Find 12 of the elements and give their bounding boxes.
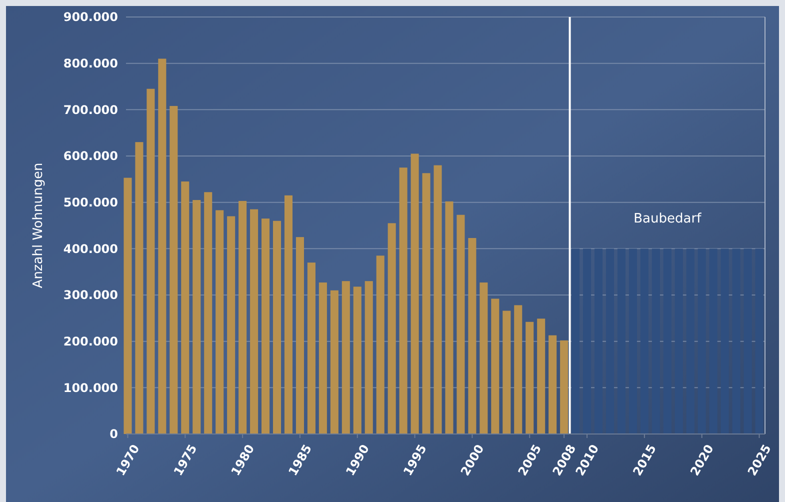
- y-tick-label: 800.000: [63, 56, 118, 71]
- y-tick-label: 0: [110, 427, 118, 442]
- y-tick-label: 900.000: [63, 10, 118, 24]
- y-axis-title: Anzahl Wohnungen: [31, 162, 46, 288]
- y-tick-label: 600.000: [63, 149, 118, 164]
- y-tick-label: 200.000: [63, 334, 118, 349]
- y-tick-label: 300.000: [63, 288, 118, 302]
- y-tick-label: 700.000: [63, 102, 118, 117]
- y-tick-label: 500.000: [63, 196, 118, 210]
- y-tick-label: 100.000: [63, 380, 118, 395]
- annotation: Baubedarf: [634, 212, 702, 227]
- y-tick-label: 400.000: [63, 242, 118, 256]
